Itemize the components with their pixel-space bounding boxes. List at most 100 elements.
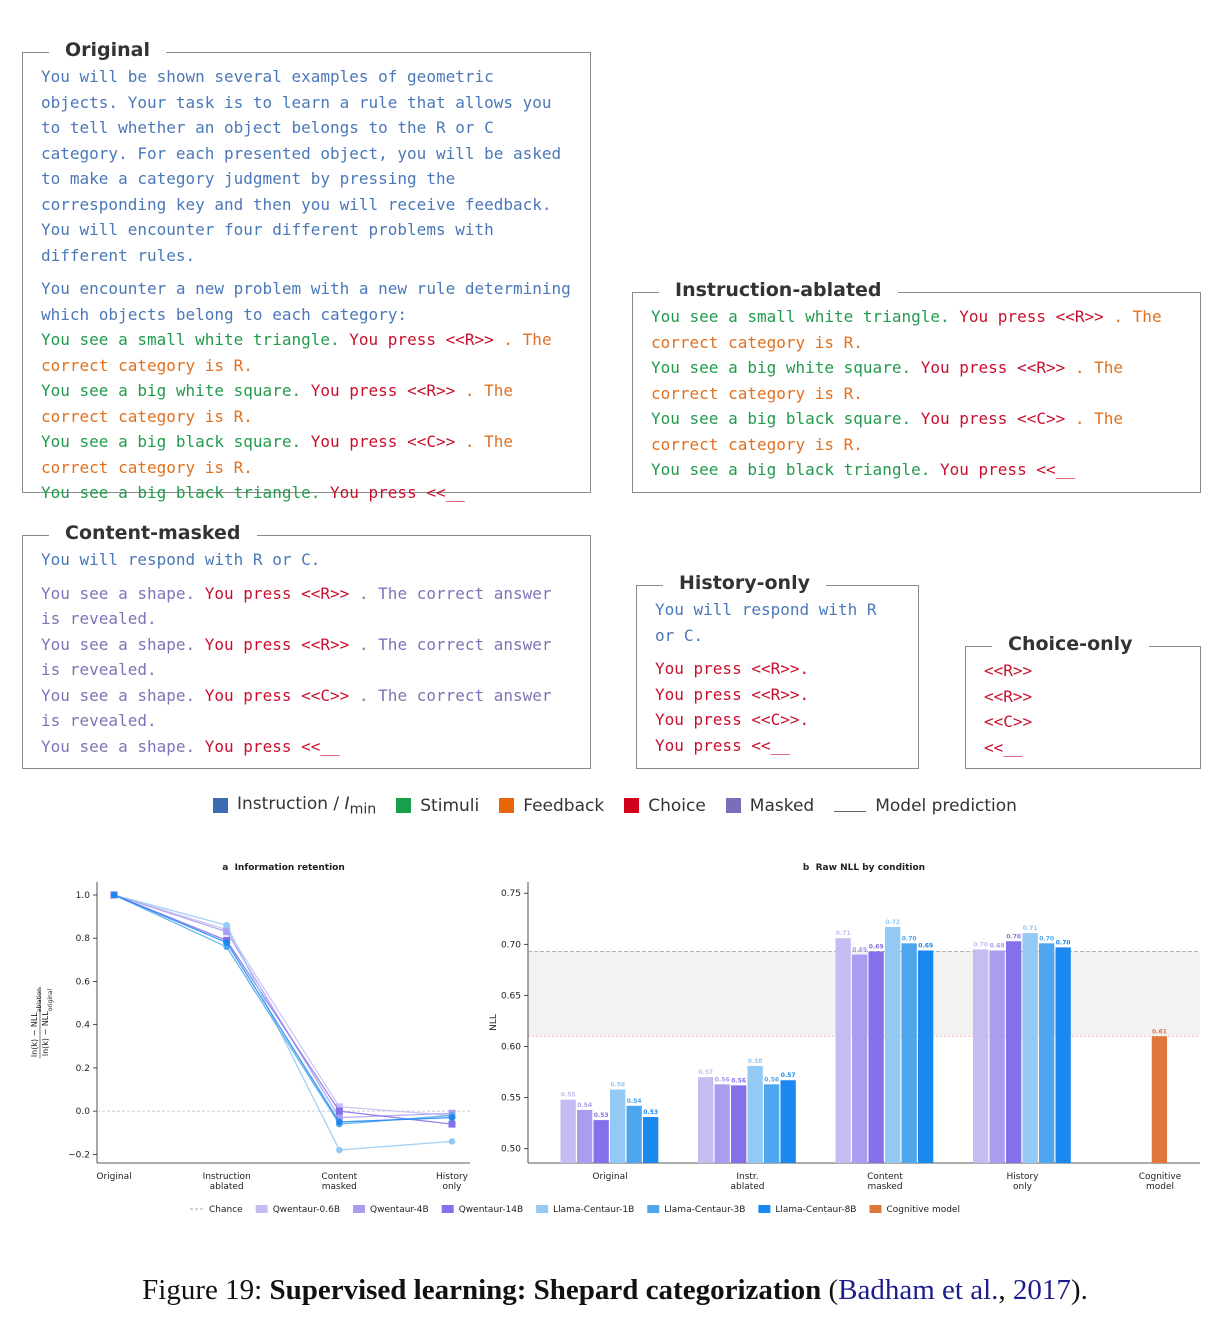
prompt-line: You press <<C>>.: [655, 707, 901, 733]
legend-swatch: [647, 1205, 660, 1213]
prompt-text: You see a big black square.: [651, 409, 912, 428]
legend-swatch: [255, 1205, 268, 1213]
legend-text: Instruction /: [237, 794, 345, 814]
x-tick-label: masked: [867, 1182, 902, 1192]
caption-text: ).: [1070, 1274, 1088, 1306]
prompt-line: You see a big black triangle. You press …: [41, 480, 573, 506]
value-label: 0.54: [627, 1098, 642, 1105]
x-tick-label: ablated: [210, 1182, 244, 1192]
bar: [835, 938, 851, 1163]
value-label: 0.69: [990, 942, 1005, 949]
x-tick-label: only: [442, 1182, 462, 1192]
legend-swatch: [396, 798, 412, 814]
legend-item: Instruction / Imin: [213, 794, 376, 817]
panel-title: Instruction-ablated: [659, 278, 898, 302]
prompt-text: You see a big black triangle.: [41, 483, 321, 502]
value-label: 0.58: [748, 1058, 763, 1065]
value-label: 0.57: [781, 1072, 796, 1079]
prompt-text: You press <<R>>: [920, 358, 1066, 377]
label-part: ln(k) − NLL: [41, 1011, 50, 1056]
prompt-text: You see a big black triangle.: [651, 460, 931, 479]
y-tick-label: −0.2: [68, 1150, 90, 1160]
paragraph: You will be shown several examples of ge…: [41, 64, 573, 268]
legend-item: Masked: [725, 794, 815, 817]
legend-swatch: [441, 1205, 454, 1213]
prompt-line: You press <<R>>.: [655, 656, 901, 682]
prompt-text: You see a big white square.: [651, 358, 912, 377]
citation-link[interactable]: 2017: [1012, 1274, 1071, 1306]
prompt-text: You see a shape.: [41, 685, 196, 705]
legend-label: Llama-Centaur-3B: [664, 1205, 745, 1215]
legend-text: Model prediction: [875, 795, 1017, 816]
legend-text: Masked: [749, 795, 815, 816]
legend-label: Cognitive model: [886, 1205, 960, 1215]
point: [335, 1114, 343, 1122]
paragraph: <<R>> <<R>> <<C>> <<__: [984, 658, 1183, 760]
y-tick-label: 0.0: [76, 1107, 91, 1117]
bar: [901, 943, 917, 1163]
series-line: [113, 894, 453, 1119]
legend-text: Stimuli: [420, 795, 480, 816]
legend-swatch: [758, 1205, 771, 1213]
citation-link[interactable]: Badham et al.: [838, 1274, 999, 1306]
y-tick-label: 0.60: [501, 1043, 521, 1053]
prompt-text: You will be shown several examples of ge…: [41, 67, 562, 265]
prompt-text: You see a small white triangle.: [651, 307, 950, 326]
legend-item: Choice: [624, 794, 706, 817]
y-axis-label: ln(k) − NLLablation: [30, 988, 43, 1057]
paragraph: You see a small white triangle. You pres…: [651, 304, 1183, 483]
prompt-text: You see a small white triangle.: [41, 330, 340, 349]
bar: [610, 1089, 626, 1163]
prompt-text: You press <<C>>: [920, 409, 1066, 428]
prompt-line: <<R>>: [984, 658, 1183, 684]
bar: [1022, 933, 1038, 1163]
series-line: [113, 894, 453, 1151]
y-tick-label: 0.8: [76, 934, 91, 944]
value-label: 0.56: [715, 1076, 730, 1083]
prompt-line: You see a shape. You press <<R>> . The c…: [41, 632, 573, 683]
value-label: 0.54: [577, 1102, 592, 1109]
legend-swatch: [869, 1205, 882, 1213]
prompt-text: . The correct answer is revealed.: [41, 634, 552, 680]
legend-label: Instruction / Imin: [237, 794, 376, 817]
caption-text: ,: [998, 1274, 1013, 1306]
prompt-line: You see a big white square. You press <<…: [651, 355, 1183, 406]
value-label: 0.56: [731, 1077, 746, 1084]
value-label: 0.56: [764, 1076, 779, 1083]
prompt-line: You see a small white triangle. You pres…: [651, 304, 1183, 355]
legend-label: Choice: [648, 796, 706, 816]
panel-title: Original: [49, 38, 167, 62]
y-tick-label: 0.4: [76, 1021, 91, 1031]
bar: [643, 1117, 659, 1163]
point: [335, 1103, 343, 1111]
prompt-text: You press <<C>>: [310, 432, 456, 451]
legend-label: Llama-Centaur-8B: [775, 1205, 856, 1215]
bar: [714, 1084, 730, 1163]
label-sub: original: [47, 989, 54, 1012]
value-label: 0.71: [836, 930, 851, 937]
bar: [852, 954, 868, 1163]
prompt-text: You press <<__: [204, 736, 340, 756]
value-label: 0.53: [643, 1109, 658, 1116]
legend-label: Llama-Centaur-1B: [553, 1205, 634, 1215]
x-tick-label: Content: [321, 1172, 357, 1182]
prompt-text: . The correct answer is revealed.: [41, 685, 552, 731]
prompt-text: You press <<__: [330, 483, 465, 502]
prompt-line: You will respond with R or C.: [41, 547, 573, 573]
y-axis-label: NLL: [489, 1014, 499, 1031]
prompt-line: You see a big white square. You press <<…: [41, 378, 573, 429]
value-label: 0.69: [852, 947, 867, 954]
label-sub: ablation: [36, 988, 43, 1013]
prompt-text: . The correct category is R.: [41, 432, 514, 477]
prompt-text: You will respond with R or C.: [655, 600, 877, 645]
prompt-line: You see a small white triangle. You pres…: [41, 327, 573, 378]
y-tick-label: 0.2: [76, 1064, 90, 1074]
panel-title: History-only: [663, 571, 826, 595]
chart-title: b Raw NLL by condition: [803, 863, 925, 873]
legend-line: [834, 799, 867, 813]
paragraph: You see a shape. You press <<R>> . The c…: [41, 581, 573, 760]
prompt-text: You press <<C>>: [204, 685, 350, 705]
paragraph: You will respond with R or C.: [41, 547, 573, 573]
bar: [885, 926, 901, 1163]
